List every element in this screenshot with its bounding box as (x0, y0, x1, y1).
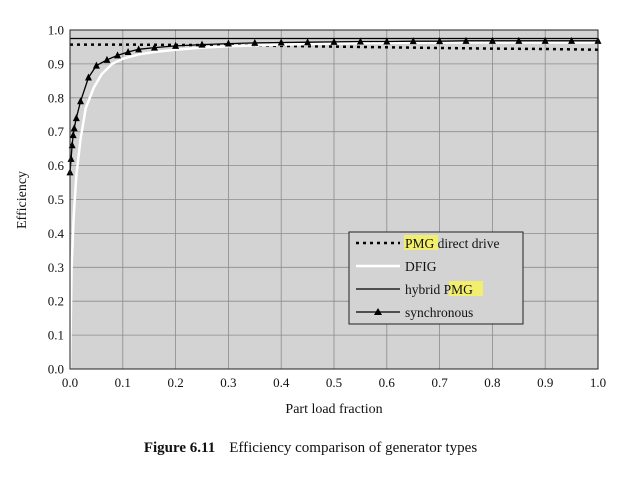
x-tick-label: 0.7 (431, 375, 448, 390)
data-point-synchronous (383, 37, 391, 45)
x-tick-label: 0.9 (537, 375, 553, 390)
data-point-synchronous (135, 45, 143, 53)
data-point-synchronous (198, 40, 206, 48)
data-point-synchronous (356, 37, 364, 45)
x-tick-label: 0.0 (62, 375, 78, 390)
x-tick-label: 1.0 (590, 375, 606, 390)
legend-label-hybrid-pmg: hybrid PMG (405, 282, 473, 297)
x-tick-label: 0.3 (220, 375, 236, 390)
series-group (66, 36, 602, 370)
data-point-synchronous (70, 124, 78, 132)
y-tick-label: 0.4 (48, 226, 65, 241)
y-tick-label: 0.9 (48, 56, 64, 71)
tick-labels: 0.0 0.1 0.2 0.3 0.4 0.5 0.6 0.7 0.8 0.9 1.0 0.0 0.1 0… (48, 23, 606, 391)
data-point-synchronous (488, 36, 496, 44)
data-point-synchronous (67, 154, 75, 162)
y-tick-label: 0.8 (48, 90, 64, 105)
legend-highlight-pmg-1 (404, 235, 438, 250)
y-tick-label: 0.0 (48, 362, 64, 377)
data-point-synchronous (436, 37, 444, 45)
data-point-synchronous (462, 36, 470, 44)
x-tick-label: 0.4 (273, 375, 290, 390)
x-tick-label: 0.5 (326, 375, 342, 390)
data-point-synchronous (224, 39, 232, 47)
figure-caption: Figure 6.11 Efficiency comparison of gene… (0, 440, 621, 457)
data-point-synchronous (515, 36, 523, 44)
data-point-synchronous (251, 38, 259, 46)
y-tick-label: 0.6 (48, 158, 65, 173)
legend-marker-synchronous (374, 308, 382, 315)
data-point-synchronous (541, 36, 549, 44)
data-point-synchronous (150, 43, 158, 51)
data-point-synchronous (277, 38, 285, 46)
x-tick-label: 0.1 (115, 375, 131, 390)
data-point-synchronous (330, 37, 338, 45)
data-point-synchronous (124, 48, 132, 56)
data-point-synchronous (172, 41, 180, 49)
x-axis-label: Part load fraction (285, 402, 382, 417)
legend-label-pmg-direct-drive: PMG direct drive (405, 236, 500, 251)
y-tick-label: 0.2 (48, 294, 64, 309)
data-point-synchronous (92, 61, 100, 69)
y-tick-label: 0.5 (48, 192, 64, 207)
data-point-synchronous (84, 73, 92, 81)
y-axis-label: Efficiency (15, 171, 30, 229)
legend: PMG direct drive DFIG hybrid PMG synchro… (348, 231, 524, 325)
data-point-synchronous (114, 51, 122, 59)
figure-caption-label: Figure 6.11 (143, 440, 216, 456)
figure-caption-text: Efficiency comparison of generator types (229, 440, 478, 456)
data-point-synchronous (77, 97, 85, 105)
x-tick-label: 0.6 (379, 375, 396, 390)
data-point-synchronous (304, 38, 312, 46)
data-point-synchronous (72, 114, 80, 122)
legend-highlight-pmg-2 (449, 281, 483, 296)
data-point-synchronous (103, 55, 111, 63)
data-point-synchronous (409, 37, 417, 45)
x-tick-label: 0.8 (484, 375, 500, 390)
legend-label-synchronous: synchronous (405, 305, 473, 320)
x-tick-label: 0.2 (167, 375, 183, 390)
data-point-synchronous (568, 36, 576, 44)
y-tick-label: 0.7 (48, 124, 65, 139)
y-tick-label: 0.1 (48, 328, 64, 343)
plot-frame (69, 29, 599, 370)
y-tick-label: 1.0 (48, 23, 64, 38)
data-point-synchronous (69, 131, 77, 139)
legend-label-dfig: DFIG (405, 259, 437, 274)
y-tick-label: 0.3 (48, 260, 64, 275)
